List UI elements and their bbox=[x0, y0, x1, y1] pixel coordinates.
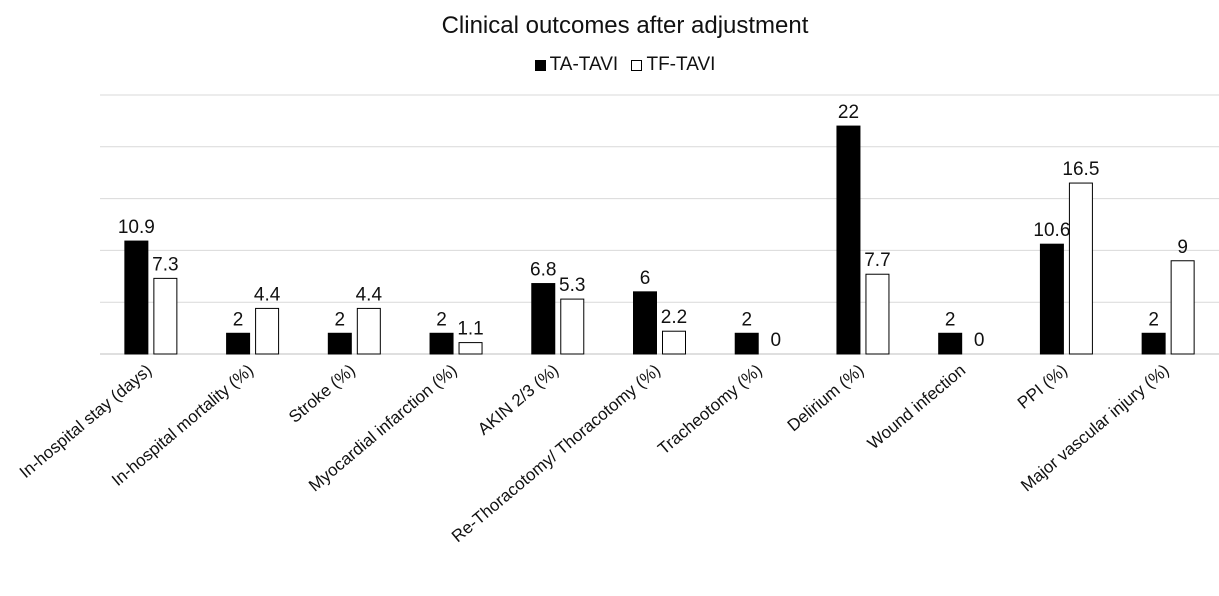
bar-ta-tavi bbox=[1039, 243, 1064, 355]
data-label-ta-tavi: 10.6 bbox=[1033, 220, 1070, 241]
x-tick-label: AKIN 2/3 (%) bbox=[474, 361, 562, 439]
bar-ta-tavi bbox=[734, 332, 759, 355]
data-label-tf-tavi: 5.3 bbox=[559, 275, 585, 296]
bar-ta-tavi bbox=[429, 332, 454, 355]
bar-ta-tavi bbox=[327, 332, 352, 355]
legend-item-ta-tavi: TA-TAVI bbox=[534, 54, 619, 76]
data-label-ta-tavi: 2 bbox=[436, 309, 447, 330]
legend-label-tf-tavi: TF-TAVI bbox=[646, 54, 716, 75]
legend-label-ta-tavi: TA-TAVI bbox=[549, 54, 619, 75]
bar-tf-tavi bbox=[1068, 182, 1093, 355]
data-label-tf-tavi: 2.2 bbox=[661, 307, 687, 328]
x-tick-label: PPI (%) bbox=[1014, 361, 1071, 413]
x-tick-label: Stroke (%) bbox=[285, 361, 359, 427]
data-label-ta-tavi: 2 bbox=[945, 309, 956, 330]
bar-ta-tavi bbox=[124, 240, 149, 355]
data-label-ta-tavi: 2 bbox=[335, 309, 346, 330]
bar-ta-tavi bbox=[633, 291, 657, 355]
bar-tf-tavi bbox=[153, 277, 178, 355]
data-label-tf-tavi: 16.5 bbox=[1062, 159, 1099, 180]
bar-ta-tavi bbox=[226, 332, 251, 355]
bar-ta-tavi bbox=[1141, 332, 1166, 355]
data-label-tf-tavi: 0 bbox=[770, 330, 781, 351]
data-label-tf-tavi: 0 bbox=[974, 330, 985, 351]
data-label-tf-tavi: 4.4 bbox=[356, 284, 383, 305]
bar-ta-tavi bbox=[836, 125, 861, 355]
bar-tf-tavi bbox=[1170, 260, 1195, 355]
data-label-ta-tavi: 2 bbox=[741, 309, 752, 330]
bar-ta-tavi bbox=[938, 332, 963, 355]
legend-item-tf-tavi: TF-TAVI bbox=[631, 54, 715, 76]
legend-swatch-tf-tavi bbox=[631, 59, 643, 71]
data-label-tf-tavi: 7.3 bbox=[152, 254, 178, 275]
bar-ta-tavi bbox=[531, 283, 556, 355]
data-label-tf-tavi: 4.4 bbox=[254, 284, 281, 305]
x-tick-label: Delirium (%) bbox=[784, 361, 868, 436]
data-label-ta-tavi: 10.9 bbox=[118, 217, 155, 238]
data-label-ta-tavi: 2 bbox=[233, 309, 244, 330]
bar-tf-tavi bbox=[458, 342, 483, 355]
bar-tf-tavi bbox=[865, 273, 890, 355]
x-tick-label: Wound infection bbox=[864, 361, 969, 454]
data-label-tf-tavi: 1.1 bbox=[457, 319, 483, 340]
bar-tf-tavi bbox=[356, 307, 381, 355]
data-label-ta-tavi: 2 bbox=[1148, 309, 1159, 330]
data-label-ta-tavi: 6.8 bbox=[530, 260, 556, 281]
bar-tf-tavi bbox=[560, 298, 585, 355]
data-label-ta-tavi: 22 bbox=[838, 102, 859, 123]
data-label-ta-tavi: 6 bbox=[640, 268, 651, 289]
data-label-tf-tavi: 9 bbox=[1177, 237, 1188, 258]
bar-tf-tavi bbox=[255, 307, 280, 355]
x-tick-label: Tracheotomy (%) bbox=[654, 361, 766, 459]
bar-tf-tavi bbox=[662, 330, 686, 355]
legend: TA-TAVI TF-TAVI bbox=[0, 54, 1219, 77]
legend-swatch-ta-tavi bbox=[534, 59, 546, 71]
data-label-tf-tavi: 7.7 bbox=[864, 250, 890, 271]
x-tick-label: Re-Thoracotomy/ Thoracotomy (%) bbox=[448, 361, 664, 547]
chart-title: Clinical outcomes after adjustment bbox=[441, 12, 809, 39]
